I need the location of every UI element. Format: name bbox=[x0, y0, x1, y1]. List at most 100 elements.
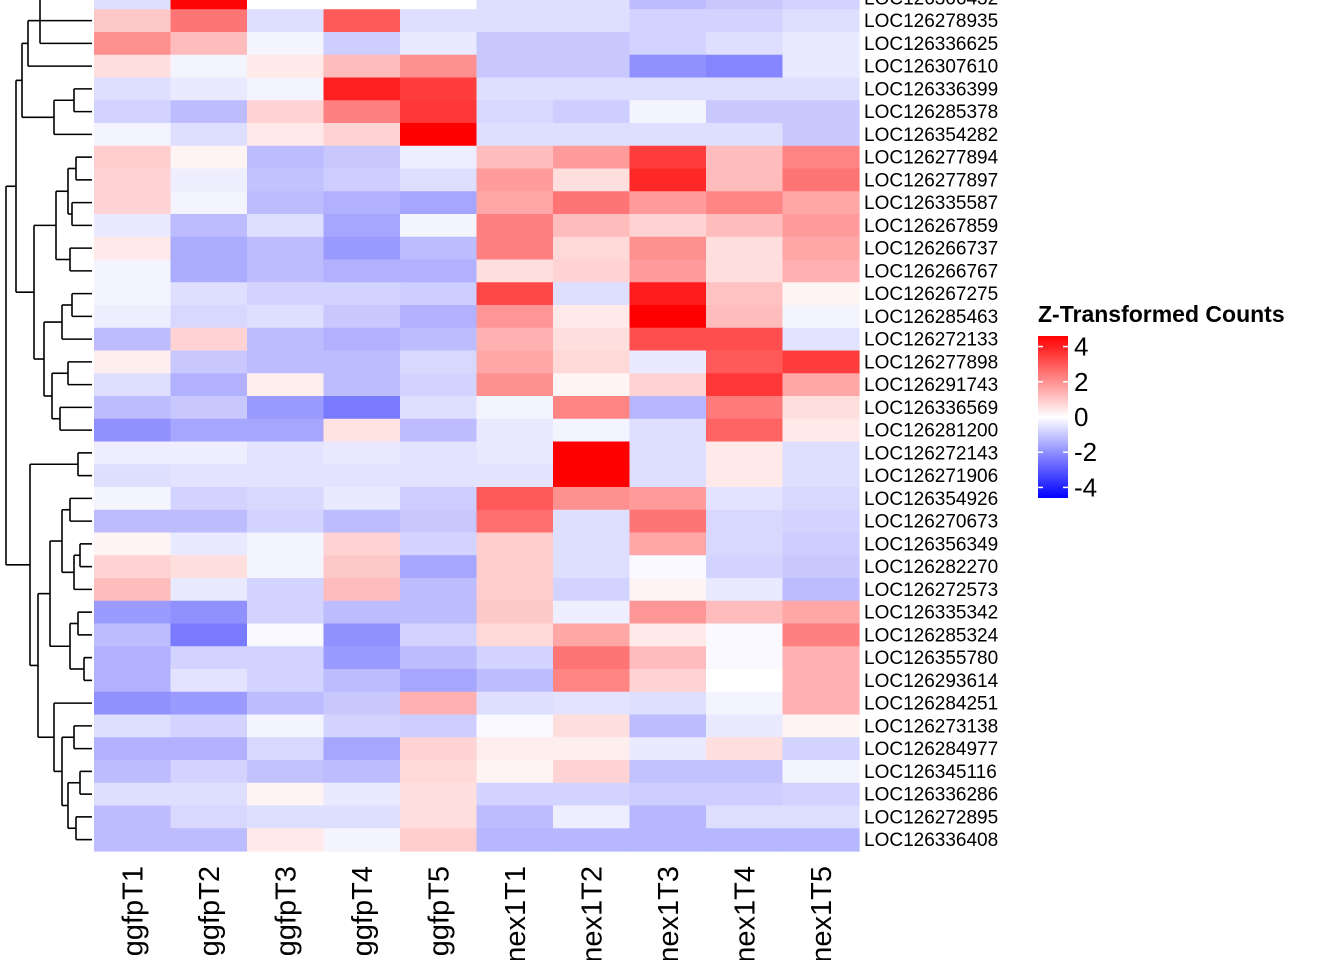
heatmap-cell bbox=[629, 623, 707, 647]
heatmap-cell bbox=[94, 487, 172, 511]
heatmap-cell bbox=[170, 145, 248, 170]
heatmap-cell bbox=[400, 578, 478, 602]
heatmap-cell bbox=[170, 828, 248, 852]
heatmap-cell bbox=[247, 145, 325, 170]
heatmap-cell bbox=[553, 214, 631, 238]
heatmap-cell bbox=[476, 509, 554, 534]
heatmap-cell bbox=[706, 282, 784, 306]
heatmap-cell bbox=[170, 9, 248, 33]
heatmap-cell bbox=[553, 760, 631, 784]
heatmap-cell bbox=[323, 305, 401, 329]
heatmap-cell bbox=[247, 669, 325, 693]
heatmap-cell bbox=[553, 600, 631, 625]
heatmap-cell bbox=[94, 623, 172, 647]
heatmap-cell bbox=[170, 691, 248, 716]
heatmap-cell bbox=[247, 350, 325, 374]
row-label: LOC126345116 bbox=[864, 762, 997, 783]
heatmap-cell bbox=[247, 54, 325, 79]
heatmap-cell bbox=[476, 487, 554, 511]
heatmap-cell bbox=[247, 828, 325, 852]
heatmap-cell bbox=[782, 782, 860, 807]
heatmap-cell bbox=[706, 396, 784, 420]
heatmap-cell bbox=[476, 623, 554, 647]
heatmap-cell bbox=[323, 0, 401, 10]
heatmap-cell bbox=[94, 100, 172, 124]
heatmap-cell bbox=[629, 646, 707, 670]
heatmap-cell bbox=[94, 168, 172, 192]
heatmap-cell bbox=[170, 396, 248, 420]
row-label: LOC126272133 bbox=[864, 330, 998, 351]
heatmap-cell bbox=[400, 54, 478, 79]
heatmap-cell bbox=[782, 191, 860, 215]
heatmap-cell bbox=[706, 737, 784, 761]
heatmap-cell bbox=[247, 578, 325, 602]
heatmap-cell bbox=[323, 555, 401, 579]
heatmap-cell bbox=[476, 191, 554, 215]
heatmap-cell bbox=[323, 168, 401, 192]
heatmap-cell bbox=[400, 669, 478, 693]
heatmap-cell bbox=[94, 77, 172, 101]
heatmap-cell bbox=[706, 669, 784, 693]
heatmap-cell bbox=[247, 714, 325, 738]
heatmap-cell bbox=[782, 418, 860, 443]
heatmap-cell bbox=[94, 123, 172, 147]
heatmap-cell bbox=[476, 555, 554, 579]
legend-tick-label: 4 bbox=[1074, 332, 1088, 362]
heatmap-cell bbox=[553, 464, 631, 488]
heatmap-cell bbox=[476, 646, 554, 670]
legend-tick-label: 0 bbox=[1074, 402, 1088, 432]
heatmap-cell bbox=[553, 737, 631, 761]
heatmap-cell bbox=[629, 782, 707, 807]
heatmap-cell bbox=[323, 214, 401, 238]
heatmap-cell bbox=[323, 464, 401, 488]
heatmap-cell bbox=[323, 100, 401, 124]
heatmap-cell bbox=[247, 77, 325, 101]
row-label: LOC126266737 bbox=[864, 239, 998, 260]
heatmap-cell bbox=[476, 305, 554, 329]
row-label: LOC126270673 bbox=[864, 512, 998, 533]
heatmap-cell bbox=[400, 487, 478, 511]
heatmap-cell bbox=[400, 441, 478, 465]
heatmap-cell bbox=[706, 691, 784, 716]
row-label: LOC126267859 bbox=[864, 216, 998, 237]
heatmap-cell bbox=[94, 782, 172, 807]
heatmap-cell bbox=[476, 282, 554, 306]
row-label: LOC126336625 bbox=[864, 34, 998, 55]
heatmap-cell bbox=[706, 9, 784, 33]
row-label: LOC126284977 bbox=[864, 739, 998, 760]
heatmap-cell bbox=[323, 327, 401, 352]
heatmap-cell bbox=[400, 0, 478, 10]
heatmap-cell bbox=[94, 691, 172, 716]
heatmap-cell bbox=[400, 805, 478, 829]
column-label: nex1T4 bbox=[729, 866, 761, 960]
heatmap-cell bbox=[323, 396, 401, 420]
heatmap-cell bbox=[553, 9, 631, 33]
heatmap-cell bbox=[323, 578, 401, 602]
heatmap-cell bbox=[706, 578, 784, 602]
heatmap-cell bbox=[400, 418, 478, 443]
heatmap-cell bbox=[706, 123, 784, 147]
heatmap-cell bbox=[170, 327, 248, 352]
heatmap-cell bbox=[629, 191, 707, 215]
heatmap-cell bbox=[553, 350, 631, 374]
heatmap-cell bbox=[476, 782, 554, 807]
heatmap-cell bbox=[476, 259, 554, 283]
heatmap-cell bbox=[247, 509, 325, 534]
heatmap-cell bbox=[706, 418, 784, 443]
heatmap-cell bbox=[476, 214, 554, 238]
heatmap-cell bbox=[323, 782, 401, 807]
heatmap-cell bbox=[170, 214, 248, 238]
heatmap-cell bbox=[629, 418, 707, 443]
heatmap-cell bbox=[706, 532, 784, 556]
heatmap-cell bbox=[94, 805, 172, 829]
heatmap-cell bbox=[323, 532, 401, 556]
heatmap-cell bbox=[782, 714, 860, 738]
heatmap-cell bbox=[247, 191, 325, 215]
heatmap-cell bbox=[170, 418, 248, 443]
row-label: LOC126282270 bbox=[864, 557, 998, 578]
heatmap-cell bbox=[782, 77, 860, 101]
heatmap-cell bbox=[706, 214, 784, 238]
row-label: LOC126281200 bbox=[864, 421, 998, 442]
heatmap-cell bbox=[247, 373, 325, 397]
heatmap-cell bbox=[629, 600, 707, 625]
